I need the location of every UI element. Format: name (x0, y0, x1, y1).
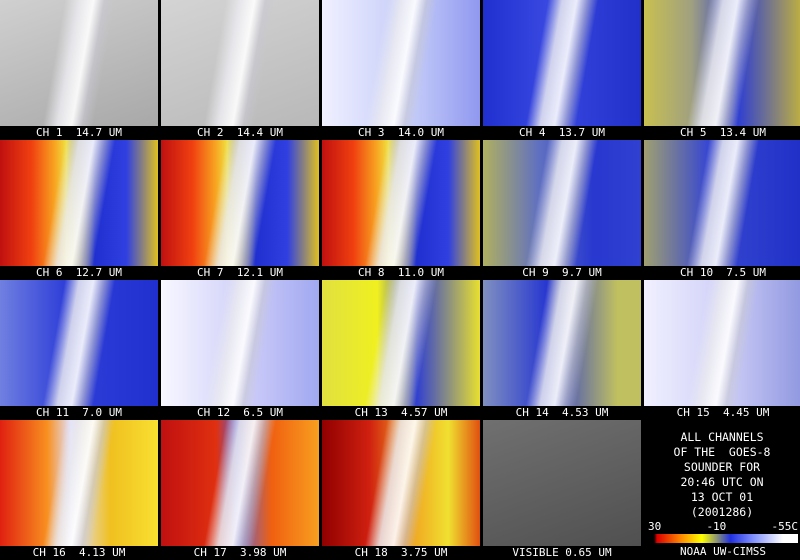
panel: CH 14 4.53 UM (483, 280, 641, 420)
info-line: 13 OCT 01 (690, 490, 754, 504)
satellite-image (322, 420, 480, 546)
satellite-image (0, 280, 158, 406)
channel-label: CH 17 3.98 UM (193, 546, 287, 559)
panel: CH 16 4.13 UM (0, 420, 158, 560)
color-bar (648, 534, 798, 543)
channel-label: CH 4 13.7 UM (518, 126, 606, 139)
channel-label: CH 11 7.0 UM (35, 406, 123, 419)
scale-label: 30 (648, 520, 662, 533)
panel: CH 13 4.57 UM (322, 280, 480, 420)
satellite-image (483, 420, 641, 546)
channel-label: CH 10 7.5 UM (679, 266, 767, 279)
panel: CH 6 12.7 UM (0, 140, 158, 280)
satellite-image (483, 140, 641, 266)
satellite-image (483, 0, 641, 126)
credit: NOAA UW-CIMSS (679, 545, 767, 558)
panel: CH 1 14.7 UM (0, 0, 158, 140)
satellite-image (0, 420, 158, 546)
channel-label: CH 18 3.75 UM (354, 546, 448, 559)
scale-label: -55C (771, 520, 799, 533)
color-scale-labels: 30 -10 -55C (648, 520, 798, 533)
panel: CH 8 11.0 UM (322, 140, 480, 280)
satellite-image (644, 0, 800, 126)
satellite-image (0, 140, 158, 266)
satellite-image (644, 280, 800, 406)
panel: CH 12 6.5 UM (161, 280, 319, 420)
channel-label: CH 8 11.0 UM (357, 266, 445, 279)
panel: CH 11 7.0 UM (0, 280, 158, 420)
satellite-image (644, 140, 800, 266)
info-line: (2001286) (690, 505, 754, 519)
channel-label: CH 6 12.7 UM (35, 266, 123, 279)
satellite-image (0, 0, 158, 126)
panel: CH 9 9.7 UM (483, 140, 641, 280)
info-line: OF THE GOES-8 (673, 445, 771, 459)
panel: CH 3 14.0 UM (322, 0, 480, 140)
channel-label: CH 15 4.45 UM (676, 406, 770, 419)
scale-label: -10 (706, 520, 727, 533)
channel-label: CH 7 12.1 UM (196, 266, 284, 279)
panel: CH 5 13.4 UM (644, 0, 800, 140)
channel-label: CH 5 13.4 UM (679, 126, 767, 139)
satellite-image (322, 0, 480, 126)
satellite-image (322, 280, 480, 406)
satellite-image (161, 420, 319, 546)
info-line: SOUNDER FOR (683, 460, 761, 474)
channel-label: CH 3 14.0 UM (357, 126, 445, 139)
panel: CH 4 13.7 UM (483, 0, 641, 140)
satellite-image (483, 280, 641, 406)
channel-label: CH 16 4.13 UM (32, 546, 126, 559)
info-text: ALL CHANNELS OF THE GOES-8 SOUNDER FOR 20:4… (644, 430, 800, 520)
channel-label: CH 13 4.57 UM (354, 406, 448, 419)
panel: CH 7 12.1 UM (161, 140, 319, 280)
satellite-image (161, 280, 319, 406)
panel: CH 15 4.45 UM (644, 280, 800, 420)
channel-label: VISIBLE 0.65 UM (512, 546, 612, 559)
satellite-image (322, 140, 480, 266)
panel: CH 17 3.98 UM (161, 420, 319, 560)
satellite-image (161, 140, 319, 266)
panel: CH 18 3.75 UM (322, 420, 480, 560)
channel-label: CH 2 14.4 UM (196, 126, 284, 139)
panel: CH 2 14.4 UM (161, 0, 319, 140)
panel: CH 10 7.5 UM (644, 140, 800, 280)
info-line: ALL CHANNELS (680, 430, 764, 444)
satellite-image (161, 0, 319, 126)
channel-label: CH 9 9.7 UM (522, 266, 602, 279)
channel-label: CH 1 14.7 UM (35, 126, 123, 139)
panel: VISIBLE 0.65 UM (483, 420, 641, 560)
channel-label: CH 14 4.53 UM (515, 406, 609, 419)
info-line: 20:46 UTC ON (680, 475, 764, 489)
channel-label: CH 12 6.5 UM (196, 406, 284, 419)
